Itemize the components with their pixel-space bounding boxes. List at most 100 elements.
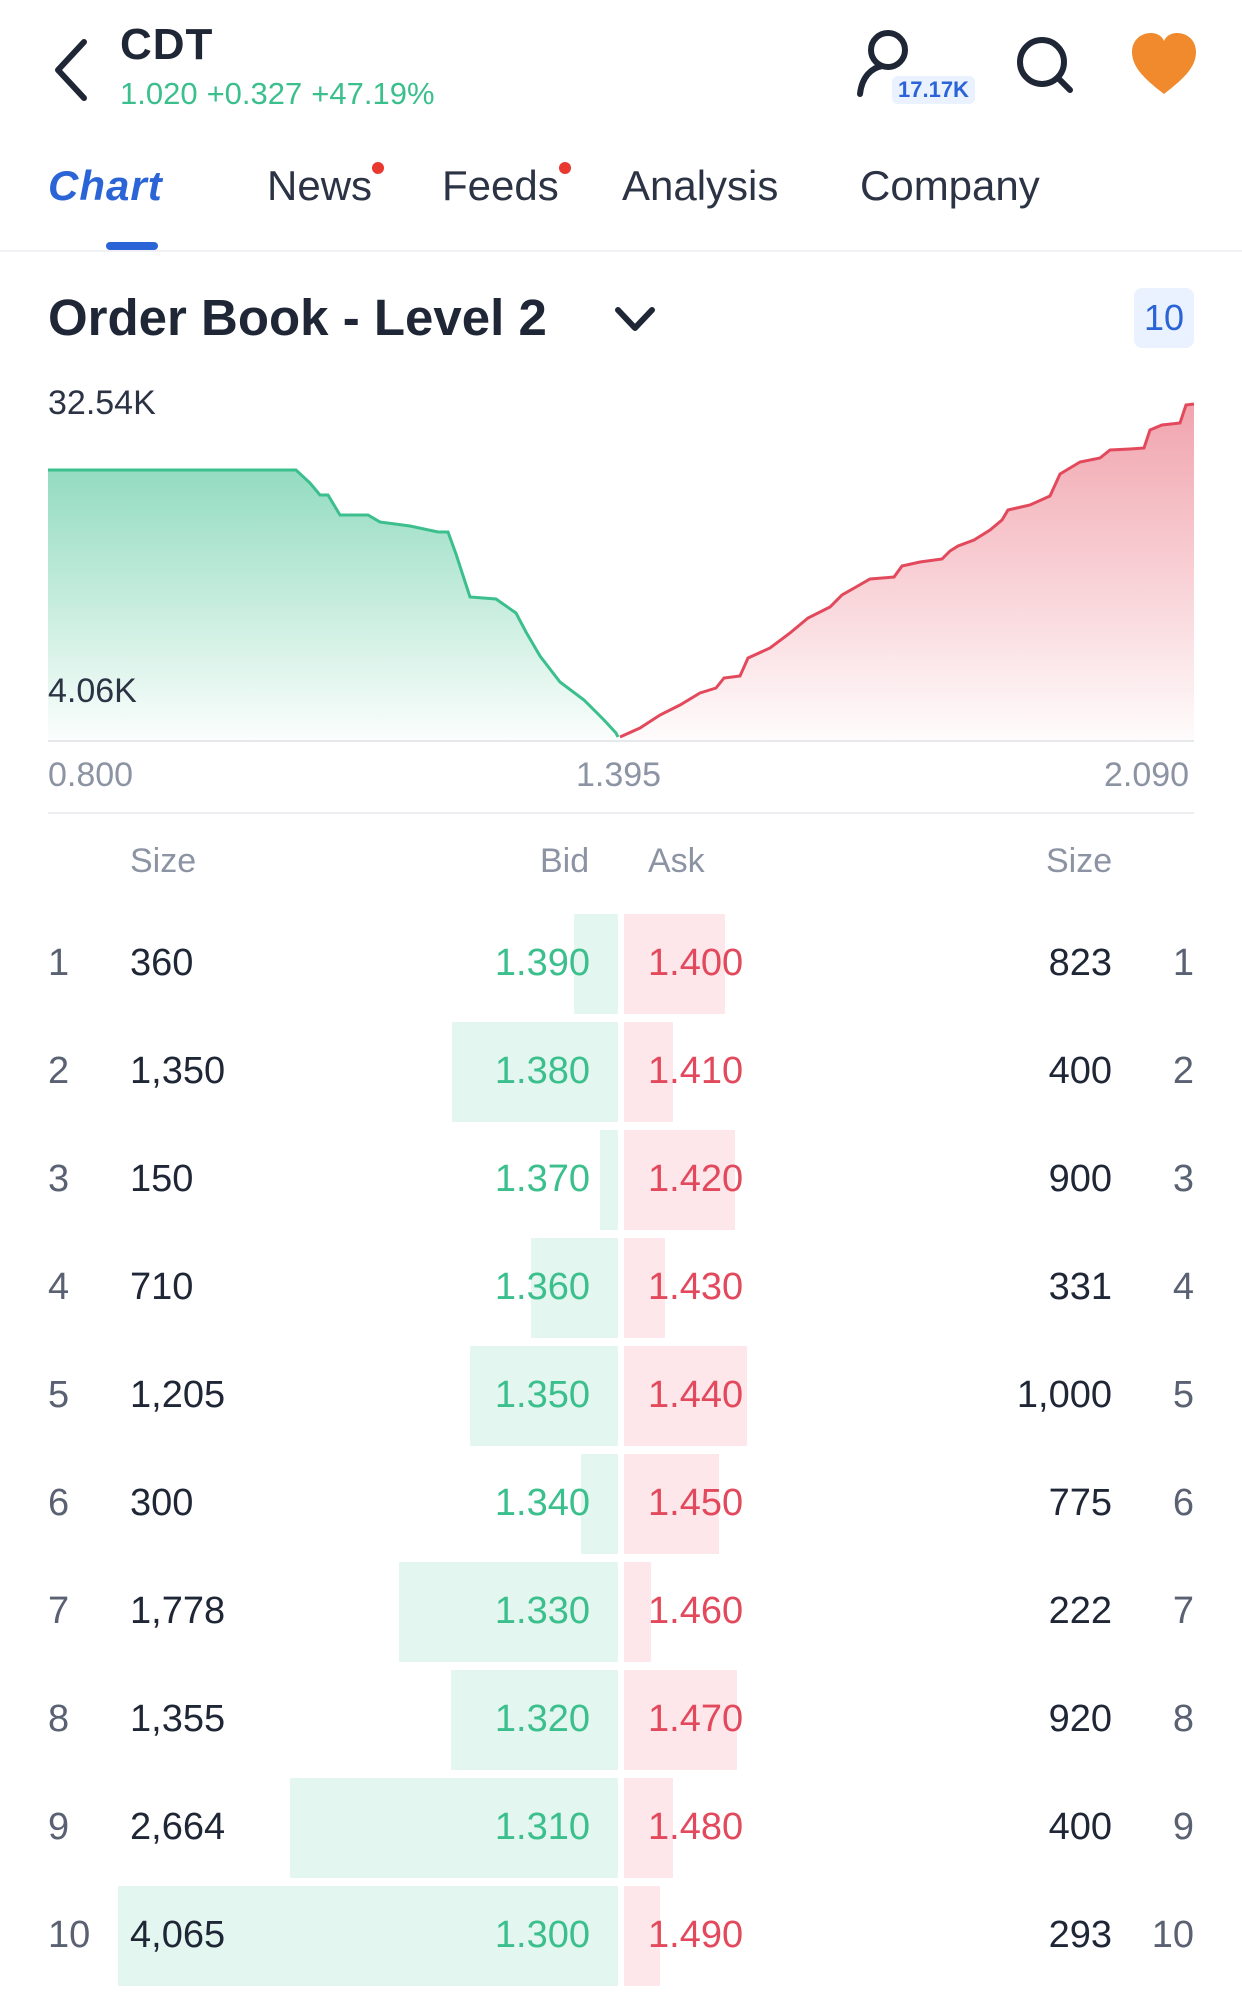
tab-company-label: Company bbox=[860, 162, 1040, 209]
order-book-title[interactable]: Order Book - Level 2 bbox=[48, 289, 547, 346]
order-book-row[interactable]: 7 1,778 1.330 1.460 222 7 bbox=[0, 1556, 1242, 1664]
followers-button[interactable]: 17.17K bbox=[852, 28, 982, 108]
last-price: 1.020 bbox=[120, 76, 198, 111]
bid-volume-bar bbox=[451, 1670, 618, 1770]
tab-analysis[interactable]: Analysis bbox=[622, 162, 778, 210]
depth-chart: 32.54K 4.06K 0.800 1.395 2.090 bbox=[0, 370, 1242, 820]
bid-size: 1,205 bbox=[130, 1374, 226, 1416]
ask-volume-bar bbox=[624, 1670, 737, 1770]
back-arrow-icon[interactable] bbox=[44, 30, 104, 110]
bid-level-number: 9 bbox=[48, 1806, 70, 1848]
ask-depth-line bbox=[619, 402, 1195, 739]
bid-volume-bar bbox=[470, 1346, 618, 1446]
chart-divider bbox=[48, 812, 1194, 814]
bid-price: 1.320 bbox=[494, 1698, 590, 1740]
bid-size: 150 bbox=[130, 1158, 194, 1200]
ask-volume-bar bbox=[624, 1778, 673, 1878]
bid-header: Bid bbox=[540, 842, 590, 880]
bid-size: 300 bbox=[130, 1482, 194, 1524]
bid-volume-bar bbox=[600, 1130, 618, 1230]
tab-news-label: News bbox=[267, 162, 373, 209]
bid-volume-bar bbox=[118, 1886, 618, 1986]
order-book-row[interactable]: 6 300 1.340 1.450 775 6 bbox=[0, 1448, 1242, 1556]
ask-volume-bar bbox=[624, 1130, 735, 1230]
bid-size: 360 bbox=[130, 942, 194, 984]
bid-volume-bar bbox=[531, 1238, 618, 1338]
followers-count: 17.17K bbox=[892, 76, 975, 104]
ask-level-number: 1 bbox=[1172, 942, 1194, 984]
ask-size: 920 bbox=[1048, 1698, 1112, 1740]
order-book-row[interactable]: 3 150 1.370 1.420 900 3 bbox=[0, 1124, 1242, 1232]
bid-size: 1,355 bbox=[130, 1698, 226, 1740]
ask-price: 1.480 bbox=[648, 1806, 744, 1848]
news-unread-dot bbox=[372, 162, 385, 174]
bid-size: 710 bbox=[130, 1266, 194, 1308]
ask-price: 1.440 bbox=[648, 1374, 744, 1416]
ask-volume-bar bbox=[624, 1886, 660, 1986]
heart-icon[interactable] bbox=[1128, 30, 1200, 98]
ask-size: 400 bbox=[1048, 1806, 1112, 1848]
bid-level-number: 4 bbox=[48, 1266, 70, 1308]
ask-level-number: 5 bbox=[1172, 1374, 1194, 1416]
bid-level-number: 2 bbox=[48, 1050, 70, 1092]
ask-price: 1.450 bbox=[648, 1482, 744, 1524]
stock-symbol: CDT bbox=[120, 20, 214, 69]
order-book-row[interactable]: 5 1,205 1.350 1.440 1,000 5 bbox=[0, 1340, 1242, 1448]
price-change-pct: +47.19% bbox=[311, 76, 435, 111]
bid-price: 1.330 bbox=[494, 1590, 590, 1632]
x-axis-label-low: 0.800 bbox=[48, 756, 134, 794]
ask-level-number: 8 bbox=[1172, 1698, 1194, 1740]
ask-size: 400 bbox=[1048, 1050, 1112, 1092]
bid-price: 1.360 bbox=[494, 1266, 590, 1308]
ask-price: 1.460 bbox=[648, 1590, 744, 1632]
order-book-row[interactable]: 1 360 1.390 1.400 823 1 bbox=[0, 908, 1242, 1016]
ask-level-number: 10 bbox=[1151, 1914, 1194, 1956]
ask-size: 775 bbox=[1048, 1482, 1112, 1524]
ask-volume-bar bbox=[624, 1454, 719, 1554]
bid-size: 1,778 bbox=[130, 1590, 226, 1632]
bid-price: 1.340 bbox=[494, 1482, 590, 1524]
ask-volume-bar bbox=[624, 914, 725, 1014]
tab-chart[interactable]: Chart bbox=[48, 162, 163, 210]
ask-volume-bar bbox=[624, 1346, 747, 1446]
bid-level-number: 1 bbox=[48, 942, 70, 984]
tab-company[interactable]: Company bbox=[860, 162, 1040, 210]
x-axis-label-mid: 1.395 bbox=[576, 756, 662, 794]
bid-price: 1.370 bbox=[494, 1158, 590, 1200]
chevron-down-icon[interactable] bbox=[612, 300, 658, 340]
bid-volume-bar bbox=[574, 914, 618, 1014]
tab-analysis-label: Analysis bbox=[622, 162, 779, 209]
ask-size: 222 bbox=[1048, 1590, 1112, 1632]
active-tab-indicator bbox=[106, 242, 158, 250]
bid-volume-bar bbox=[399, 1562, 618, 1662]
y-axis-min-label: 4.06K bbox=[48, 672, 137, 710]
bid-level-number: 10 bbox=[48, 1914, 91, 1956]
tab-feeds-label: Feeds bbox=[442, 162, 559, 209]
bid-price: 1.300 bbox=[494, 1914, 590, 1956]
x-axis-label-high: 2.090 bbox=[1104, 756, 1190, 794]
ask-price: 1.410 bbox=[648, 1050, 744, 1092]
user-icon bbox=[857, 30, 908, 97]
order-book-row[interactable]: 10 4,065 1.300 1.490 293 10 bbox=[0, 1880, 1242, 1988]
ask-volume-bar bbox=[624, 1562, 651, 1662]
ask-price: 1.420 bbox=[648, 1158, 744, 1200]
depth-selector[interactable]: 10 bbox=[1134, 288, 1194, 348]
bid-volume-bar bbox=[290, 1778, 618, 1878]
order-book-row[interactable]: 9 2,664 1.310 1.480 400 9 bbox=[0, 1772, 1242, 1880]
bid-level-number: 8 bbox=[48, 1698, 70, 1740]
ask-price: 1.470 bbox=[648, 1698, 744, 1740]
order-book-row[interactable]: 2 1,350 1.380 1.410 400 2 bbox=[0, 1016, 1242, 1124]
search-icon[interactable] bbox=[1012, 30, 1076, 100]
order-book-row[interactable]: 8 1,355 1.320 1.470 920 8 bbox=[0, 1664, 1242, 1772]
bid-volume-bar bbox=[452, 1022, 618, 1122]
tab-feeds[interactable]: Feeds bbox=[442, 162, 571, 210]
depth-chart-svg bbox=[48, 402, 1195, 742]
ask-size: 900 bbox=[1048, 1158, 1112, 1200]
order-book-row[interactable]: 4 710 1.360 1.430 331 4 bbox=[0, 1232, 1242, 1340]
bid-volume-bar bbox=[581, 1454, 618, 1554]
bid-size-header: Size bbox=[130, 842, 197, 880]
tab-bar: Chart News Feeds Analysis Company bbox=[0, 150, 1242, 252]
tab-chart-label: Chart bbox=[48, 162, 163, 209]
tab-news[interactable]: News bbox=[267, 162, 385, 210]
ask-level-number: 9 bbox=[1172, 1806, 1194, 1848]
